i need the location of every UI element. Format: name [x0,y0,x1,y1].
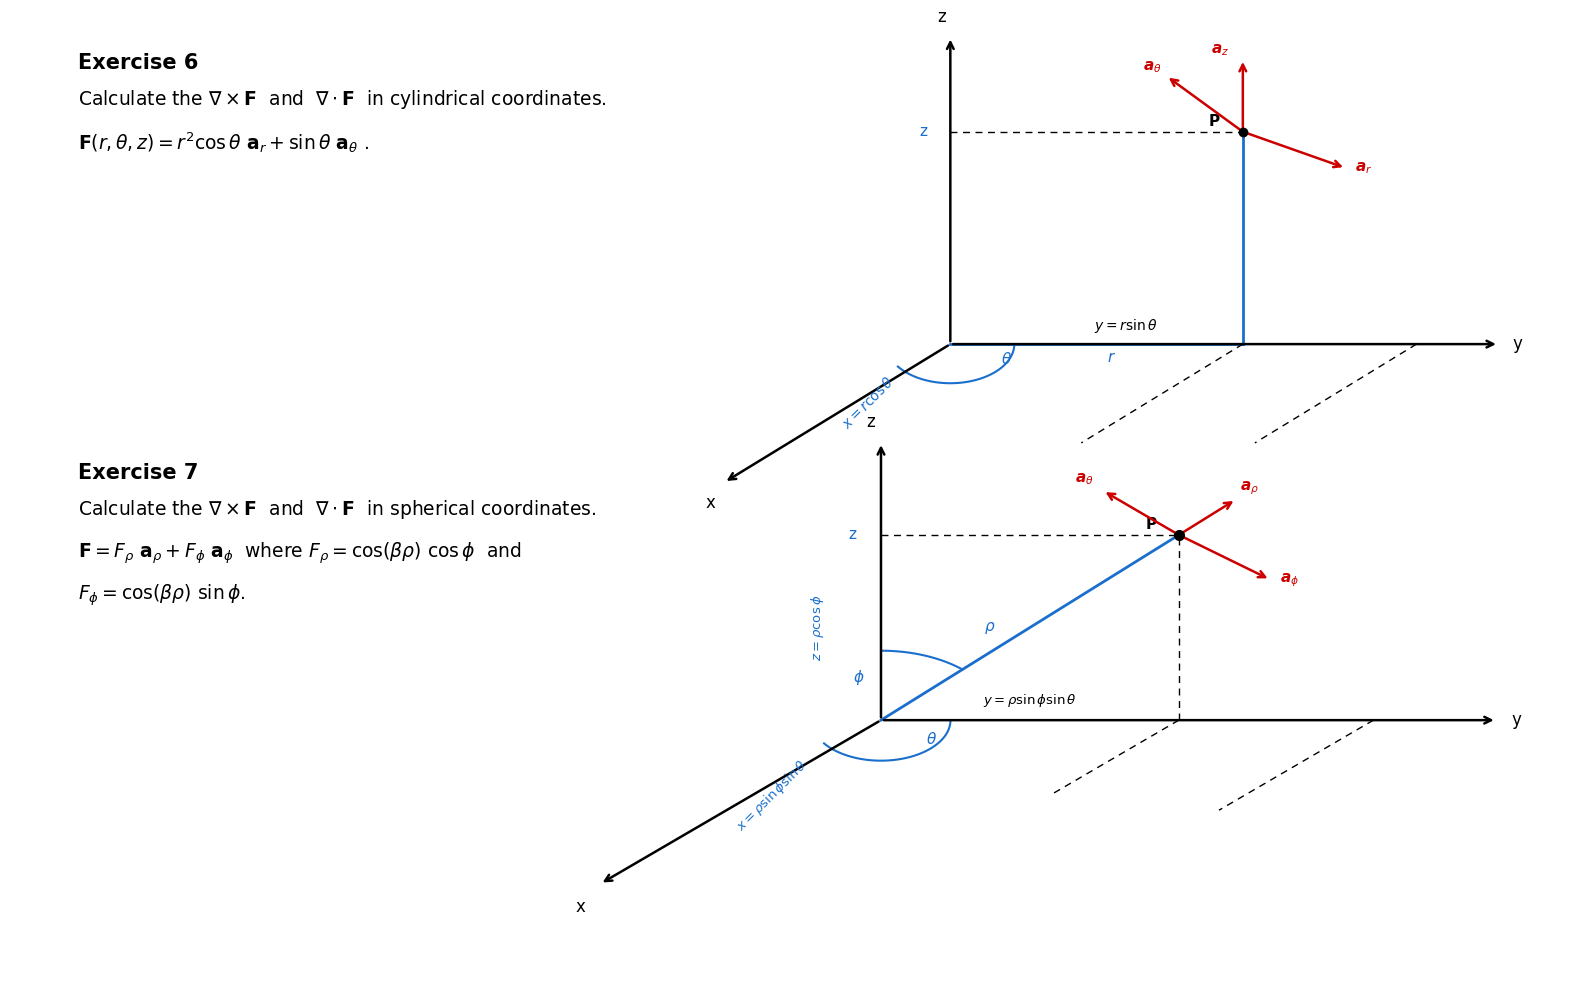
Text: z: z [936,8,946,26]
Text: $x = \rho\sin\phi\sin\theta$: $x = \rho\sin\phi\sin\theta$ [733,756,812,834]
Text: $\rho$: $\rho$ [983,620,994,636]
Text: $z = \rho\cos\phi$: $z = \rho\cos\phi$ [810,595,826,661]
Text: $\boldsymbol{a}_\theta$: $\boldsymbol{a}_\theta$ [1143,60,1162,75]
Text: $F_\phi = \cos(\beta\rho) \ \sin\phi$.: $F_\phi = \cos(\beta\rho) \ \sin\phi$. [77,582,246,608]
Text: x: x [575,898,585,916]
Text: $y = r\sin\theta$: $y = r\sin\theta$ [1094,317,1158,335]
Text: $y = \rho\sin\phi\sin\theta$: $y = \rho\sin\phi\sin\theta$ [983,692,1076,709]
Text: P: P [1146,517,1157,532]
Text: z: z [848,527,856,543]
Text: P: P [1209,114,1220,129]
Text: $\boldsymbol{a}_r$: $\boldsymbol{a}_r$ [1355,160,1373,176]
Text: $\boldsymbol{a}_\rho$: $\boldsymbol{a}_\rho$ [1240,479,1259,497]
Text: $x = r\cos\theta$: $x = r\cos\theta$ [838,374,897,432]
Text: y: y [1511,712,1521,730]
Text: Exercise 7: Exercise 7 [77,463,199,483]
Text: Calculate the $\nabla \times \mathbf{F}$  and  $\nabla \cdot \mathbf{F}$  in cyl: Calculate the $\nabla \times \mathbf{F}$… [77,88,607,111]
Text: $\phi$: $\phi$ [853,668,865,687]
Text: $\theta$: $\theta$ [1001,350,1012,366]
Text: $\boldsymbol{a}_\theta$: $\boldsymbol{a}_\theta$ [1075,471,1094,487]
Text: z: z [919,124,927,140]
Text: Calculate the $\nabla \times \mathbf{F}$  and  $\nabla \cdot \mathbf{F}$  in sph: Calculate the $\nabla \times \mathbf{F}$… [77,498,596,521]
Text: $\mathbf{F} = F_\rho \ \mathbf{a}_\rho + F_\phi \ \mathbf{a}_\phi$  where $F_\rh: $\mathbf{F} = F_\rho \ \mathbf{a}_\rho +… [77,540,522,566]
Text: x: x [704,494,716,512]
Text: Exercise 6: Exercise 6 [77,53,199,73]
Text: y: y [1513,335,1522,353]
Text: $\mathbf{F}(r, \theta, z) = r^2 \cos\theta \ \mathbf{a}_r + \sin\theta \ \mathbf: $\mathbf{F}(r, \theta, z) = r^2 \cos\the… [77,130,369,155]
Text: $r$: $r$ [1106,350,1116,365]
Text: $\boldsymbol{a}_z$: $\boldsymbol{a}_z$ [1210,43,1229,58]
Text: z: z [867,413,875,431]
Text: $\theta$: $\theta$ [925,732,936,748]
Text: $\boldsymbol{a}_\phi$: $\boldsymbol{a}_\phi$ [1280,572,1299,589]
